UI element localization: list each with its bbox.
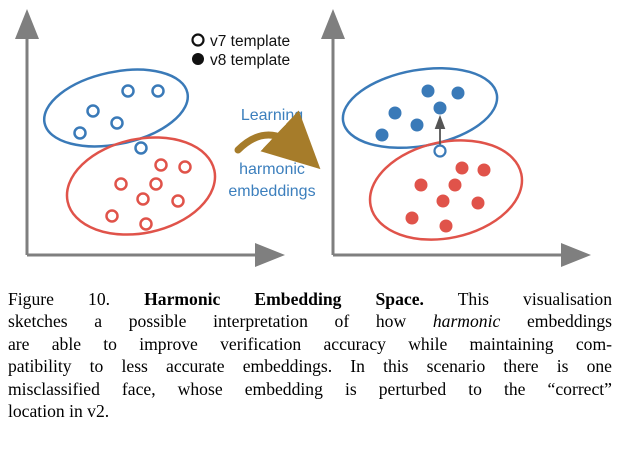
point-red [405,211,419,225]
point-red [448,178,462,192]
point-red [455,161,469,175]
point-blue-misclassified [134,141,148,155]
arrow-label-line2: harmonic [239,161,305,178]
right-v8-points [375,84,491,233]
figure-caption: Figure 10. Harmonic Embedding Space. Thi… [8,288,612,422]
caption-line-2: sketches a possible interpretation of ho… [8,311,612,332]
caption-line-5: misclassified face, whose embedding is p… [8,378,612,399]
arrow-label-line1: Learning [241,107,303,124]
point-red [105,209,119,223]
point-blue [73,126,87,140]
caption-emphasis: harmonic [432,311,501,332]
point-red [414,178,428,192]
point-blue [410,118,424,132]
point-red [477,163,491,177]
arrow-label-line3: embeddings [228,183,315,200]
point-blue [433,101,447,115]
left-v7-points [73,84,192,231]
point-red [139,217,153,231]
point-blue [388,106,402,120]
point-blue [451,86,465,100]
legend-v8-label: v8 template [210,52,290,69]
point-red [471,196,485,210]
right-red-cluster [368,139,524,241]
caption-line-3: are able to improve verification accurac… [8,333,612,354]
caption-line-6: location in v2. [8,401,110,422]
right-blue-cluster [341,66,499,150]
left-blue-cluster [42,68,190,148]
left-plot-axes [14,9,285,267]
transition-arrow: Learning harmonic embeddings [228,107,321,200]
point-red [154,158,168,172]
legend: v7 template v8 template [191,33,290,69]
legend-v7-marker [191,33,205,47]
point-v7-original [433,144,447,158]
point-red [178,160,192,174]
point-blue [86,104,100,118]
point-red [136,192,150,206]
caption-figure-label: Figure 10. [8,289,111,309]
right-plot-axes [321,9,591,267]
legend-v8-marker [192,53,204,65]
left-red-cluster [65,136,217,236]
point-blue [421,84,435,98]
point-red [439,219,453,233]
point-red [149,177,163,191]
point-blue [110,116,124,130]
point-red [436,194,450,208]
caption-line-4: patibility to less accurate embeddings. … [8,356,612,377]
caption-title: Harmonic Embedding Space. [144,289,424,309]
legend-v7-label: v7 template [210,33,290,50]
point-blue [375,128,389,142]
caption-line-1: Figure 10. Harmonic Embedding Space. Thi… [8,289,612,309]
point-blue [151,84,165,98]
point-red [114,177,128,191]
harmonic-embedding-figure: v7 template v8 template Learning harmoni… [14,9,591,267]
point-blue [121,84,135,98]
point-red [171,194,185,208]
